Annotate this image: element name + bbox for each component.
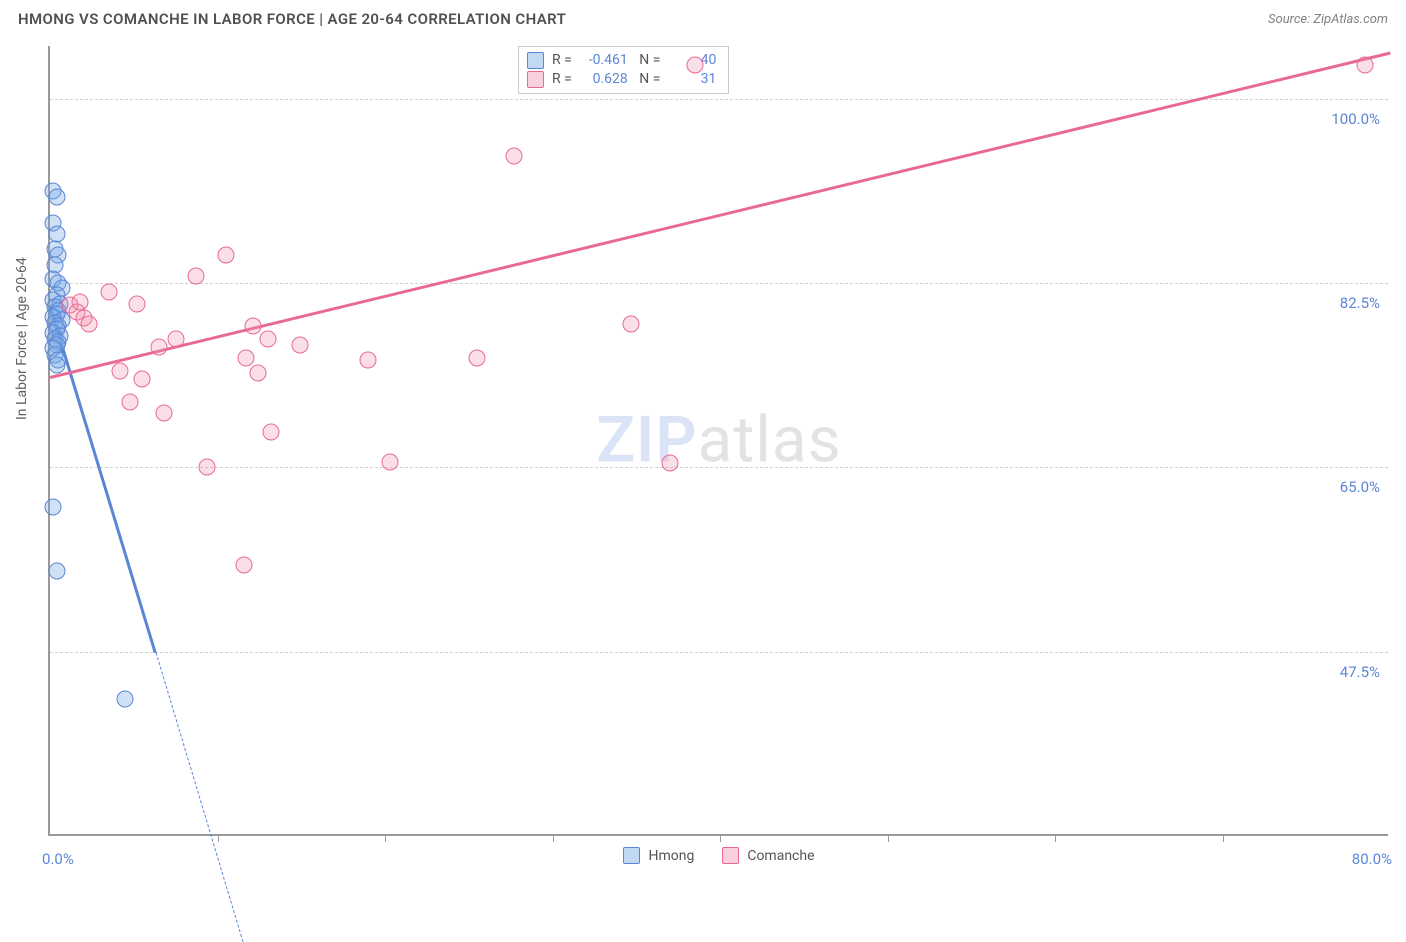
- gridline: [50, 467, 1388, 468]
- data-point: [48, 225, 65, 242]
- x-axis-max-label: 80.0%: [1352, 850, 1392, 868]
- x-tick: [720, 834, 721, 842]
- legend-item: Comanche: [722, 847, 814, 864]
- y-tick-label: 65.0%: [1340, 478, 1380, 496]
- x-tick: [385, 834, 386, 842]
- data-point: [505, 147, 522, 164]
- data-point: [117, 691, 134, 708]
- watermark-zip: ZIP: [596, 403, 697, 478]
- data-point: [382, 454, 399, 471]
- data-point: [150, 339, 167, 356]
- data-point: [259, 330, 276, 347]
- data-point: [48, 562, 65, 579]
- data-point: [48, 357, 65, 374]
- swatch-pink-icon: [722, 847, 739, 864]
- y-axis-label: In Labor Force | Age 20-64: [14, 257, 30, 420]
- data-point: [45, 499, 62, 516]
- swatch-blue-icon: [527, 52, 544, 69]
- stats-row: R = 0.628 N = 31: [527, 70, 716, 89]
- data-point: [48, 188, 65, 205]
- data-point: [155, 404, 172, 421]
- x-tick: [1055, 834, 1056, 842]
- data-point: [80, 316, 97, 333]
- data-point: [199, 459, 216, 476]
- x-tick: [218, 834, 219, 842]
- data-point: [122, 394, 139, 411]
- watermark-atlas: atlas: [698, 403, 842, 478]
- data-point: [217, 246, 234, 263]
- stat-label-r: R =: [552, 70, 572, 89]
- gridline: [50, 652, 1388, 653]
- x-tick: [1223, 834, 1224, 842]
- data-point: [100, 283, 117, 300]
- data-point: [249, 364, 266, 381]
- stat-label-n: N =: [636, 51, 661, 70]
- swatch-blue-icon: [623, 847, 640, 864]
- data-point: [236, 557, 253, 574]
- data-point: [661, 455, 678, 472]
- data-point: [263, 423, 280, 440]
- data-point: [134, 370, 151, 387]
- trend-line: [155, 652, 243, 942]
- legend-label: Hmong: [648, 848, 694, 864]
- chart-header: HMONG VS COMANCHE IN LABOR FORCE | AGE 2…: [0, 0, 1406, 34]
- x-tick: [888, 834, 889, 842]
- data-point: [237, 349, 254, 366]
- stat-label-r: R =: [552, 51, 572, 70]
- data-point: [72, 294, 89, 311]
- chart-source: Source: ZipAtlas.com: [1268, 12, 1388, 27]
- data-point: [187, 267, 204, 284]
- x-axis-min-label: 0.0%: [42, 850, 74, 868]
- data-point: [129, 296, 146, 313]
- data-point: [469, 349, 486, 366]
- stat-label-n: N =: [636, 70, 661, 89]
- y-tick-label: 47.5%: [1340, 663, 1380, 681]
- gridline: [50, 283, 1388, 284]
- data-point: [623, 316, 640, 333]
- chart-title: HMONG VS COMANCHE IN LABOR FORCE | AGE 2…: [18, 10, 566, 28]
- legend-label: Comanche: [747, 848, 814, 864]
- y-tick-label: 82.5%: [1340, 294, 1380, 312]
- data-point: [1356, 57, 1373, 74]
- stat-value: 0.628: [580, 70, 628, 89]
- swatch-pink-icon: [527, 71, 544, 88]
- data-point: [167, 330, 184, 347]
- scatter-plot: ZIPatlas R = -0.461 N = 40 R = 0.628 N =…: [48, 46, 1388, 836]
- legend: Hmong Comanche: [50, 847, 1388, 864]
- data-point: [244, 318, 261, 335]
- data-point: [360, 352, 377, 369]
- data-point: [686, 57, 703, 74]
- data-point: [291, 337, 308, 354]
- data-point: [112, 362, 129, 379]
- watermark: ZIPatlas: [596, 403, 841, 478]
- x-tick: [553, 834, 554, 842]
- stat-value: -0.461: [580, 51, 628, 70]
- y-tick-label: 100.0%: [1331, 110, 1380, 128]
- legend-item: Hmong: [623, 847, 694, 864]
